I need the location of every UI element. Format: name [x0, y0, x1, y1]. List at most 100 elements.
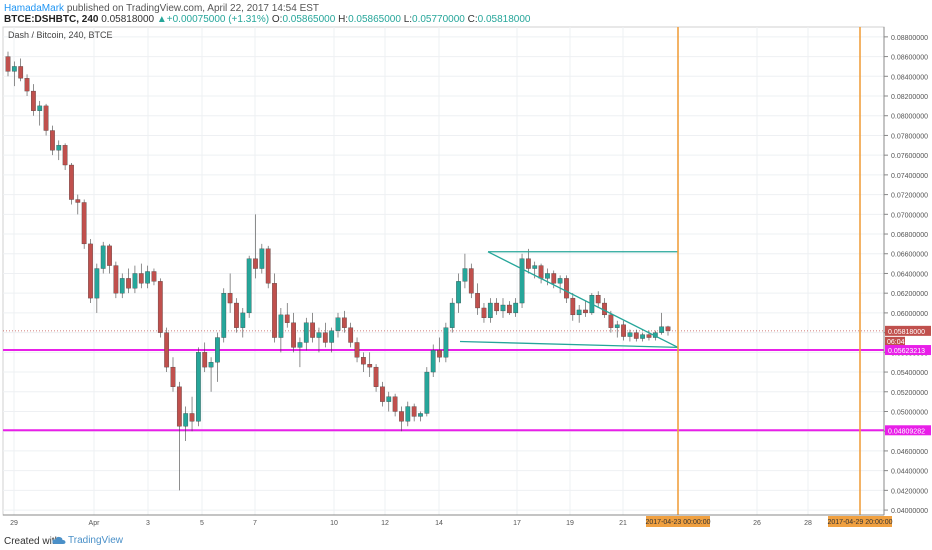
candle-body	[246, 258, 252, 314]
candle-body	[291, 322, 296, 348]
candle-body	[5, 56, 11, 72]
x-marker-label: 2017-04-29 20:00:00	[828, 519, 893, 526]
y-tick-label: 0.04200000	[891, 488, 928, 495]
candle-body	[24, 78, 30, 92]
trendline-drawings[interactable]	[459, 251, 679, 349]
y-tick-label: 0.08600000	[891, 55, 928, 62]
low-label: L:	[403, 14, 413, 25]
y-tick-label: 0.08400000	[891, 74, 928, 81]
y-tick-label: 0.06600000	[891, 252, 928, 259]
y-tick-label: 0.07200000	[891, 193, 928, 200]
candle-body	[151, 271, 157, 282]
triangle-bottom-line[interactable]	[459, 340, 679, 349]
candle-body	[551, 273, 557, 284]
candle-body	[437, 350, 442, 358]
y-tick-label: 0.04600000	[891, 449, 928, 456]
y-tick-label: 0.07800000	[891, 133, 928, 140]
x-tick-label: 21	[619, 520, 627, 527]
candle-body	[341, 317, 347, 328]
candle-body	[107, 245, 112, 266]
candle-body	[183, 413, 189, 427]
triangle-descending-line[interactable]	[487, 251, 679, 348]
candle-body	[94, 268, 100, 299]
candle-body	[659, 326, 665, 333]
chart-title: Dash / Bitcoin, 240, BTCE	[8, 30, 113, 40]
candle-body	[487, 302, 493, 318]
candle-body	[475, 293, 480, 309]
candle-body	[31, 90, 36, 111]
candle-body	[69, 164, 74, 200]
x-tick-label: 7	[253, 520, 257, 527]
price-axis[interactable]: 0.08800000 0.08600000 0.08400000 0.08200000…	[883, 27, 931, 515]
candle-body	[278, 314, 284, 338]
candle-body	[234, 302, 239, 328]
cloud-icon	[52, 536, 66, 544]
candle-body	[627, 332, 633, 337]
candle-body	[373, 366, 379, 387]
candle-body	[322, 332, 328, 343]
candle-body	[633, 332, 639, 339]
header-bar: HamadaMark published on TradingView.com,…	[0, 0, 932, 26]
candle-body	[157, 281, 163, 333]
x-tick-label: 29	[10, 520, 18, 527]
x-marker-badge	[646, 516, 710, 527]
candle-body	[62, 145, 68, 166]
close-value: 0.05818000	[477, 14, 531, 25]
candle-body	[284, 314, 290, 323]
candle-body	[81, 202, 87, 245]
candle-body	[215, 337, 220, 363]
tradingview-logo[interactable]: TradingView	[52, 535, 123, 546]
open-label: O:	[271, 14, 283, 25]
candle-body	[348, 327, 354, 343]
candle-body	[88, 243, 93, 299]
candle-body	[399, 411, 404, 422]
candle-body	[456, 281, 461, 304]
open-value: 0.05865000	[282, 14, 336, 25]
candle-body	[519, 258, 525, 304]
price-label-time: 06:04	[887, 339, 905, 346]
candle-body	[570, 297, 576, 316]
candle-body	[614, 324, 620, 328]
candle-body	[196, 352, 201, 422]
candle-body	[418, 413, 423, 417]
x-tick-label: 14	[435, 520, 443, 527]
candle-body	[253, 258, 258, 269]
candle-body	[532, 265, 538, 269]
x-tick-label: 5	[200, 520, 204, 527]
candle-body	[386, 396, 392, 402]
y-tick-label: 0.06400000	[891, 271, 928, 278]
candle-body	[132, 273, 138, 289]
low-value: 0.05770000	[412, 14, 465, 25]
y-tick-label: 0.06800000	[891, 232, 928, 239]
candle-body	[513, 302, 519, 314]
candle-body	[50, 130, 55, 151]
vertical-markers[interactable]	[677, 27, 861, 515]
price-label-value: 0.05623213	[888, 348, 925, 355]
candle-body	[545, 273, 550, 279]
candle-body	[449, 302, 455, 328]
candle-body	[113, 265, 119, 294]
created-with-text: Created with	[4, 536, 61, 547]
candle-body	[221, 293, 227, 338]
candle-body	[37, 105, 43, 111]
price-label-badge	[885, 345, 931, 356]
candle-body	[665, 326, 671, 331]
candle-body	[621, 324, 626, 337]
candle-body	[361, 357, 366, 365]
author-link[interactable]: HamadaMark	[4, 3, 65, 14]
candle-body	[462, 268, 468, 282]
x-marker-label: 2017-04-23 00:00:00	[646, 519, 711, 526]
candle-body	[43, 105, 49, 131]
candle-body	[202, 352, 208, 368]
candle-body	[75, 199, 81, 203]
symbol-label[interactable]: BTCE:DSHBTC, 240	[4, 14, 99, 25]
candle-body	[564, 278, 569, 299]
price-label-badge	[885, 425, 931, 436]
time-axis[interactable]: 29 Apr 3 5 7 10 12 14 17 19 21 2017-04-23 00:00:00 2…	[3, 514, 893, 527]
tradingview-brand: TradingView	[68, 535, 124, 546]
x-tick-label: 19	[566, 520, 574, 527]
candle-body	[170, 366, 176, 387]
candle-body	[329, 330, 335, 343]
y-tick-label: 0.06000000	[891, 311, 928, 318]
